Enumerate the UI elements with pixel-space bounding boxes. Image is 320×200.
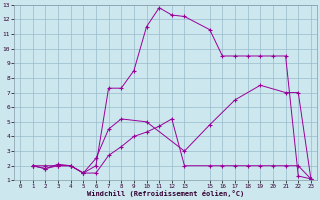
X-axis label: Windchill (Refroidissement éolien,°C): Windchill (Refroidissement éolien,°C) xyxy=(87,190,244,197)
